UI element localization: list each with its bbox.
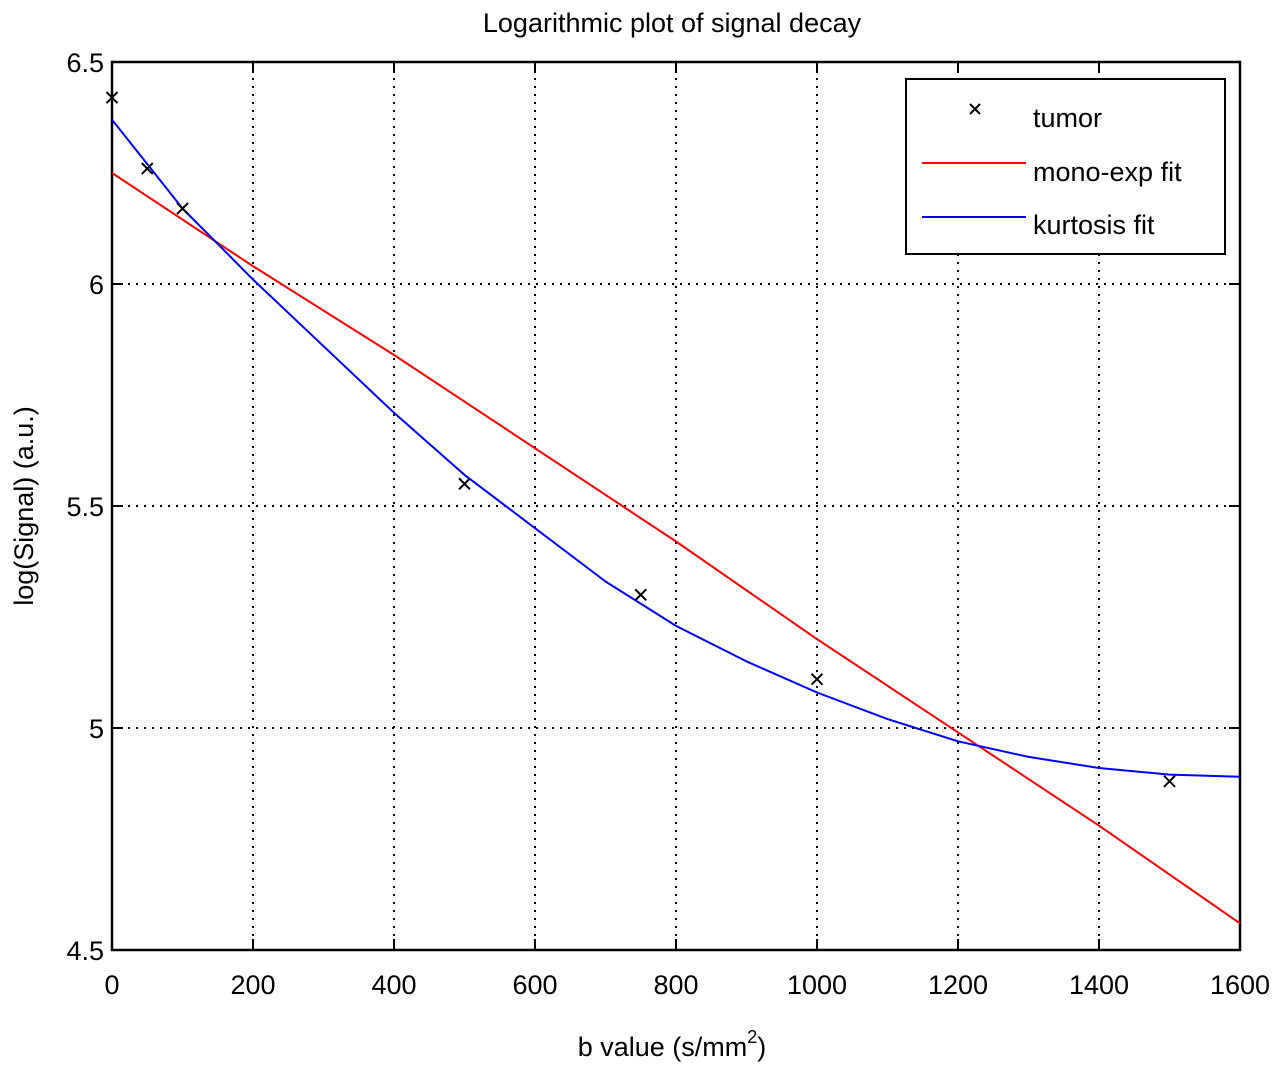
legend-label-tumor: tumor	[1033, 103, 1102, 133]
data-point-tumor	[176, 202, 189, 215]
data-point-tumor	[1163, 775, 1176, 788]
legend-label-mono-exp: mono-exp fit	[1033, 157, 1182, 187]
y-tick-label: 5.5	[66, 492, 104, 522]
legend-box	[905, 78, 1226, 255]
y-tick-label: 4.5	[66, 936, 104, 966]
data-point-tumor	[810, 672, 824, 686]
x-tick-label: 200	[230, 970, 275, 1000]
legend-tumor-marker-icon	[969, 103, 981, 115]
data-point-stroke	[141, 162, 154, 175]
x-tick-label: 600	[512, 970, 557, 1000]
data-point-tumor	[141, 162, 154, 175]
x-tick-label: 1400	[1069, 970, 1129, 1000]
data-point-stroke	[105, 91, 119, 104]
data-point-stroke	[176, 202, 189, 215]
series-line-kurtosis-fit	[111, 119, 1241, 778]
y-tick-label: 6.5	[66, 48, 104, 78]
chart-title: Logarithmic plot of signal decay	[483, 8, 862, 38]
series-layer	[105, 91, 1241, 925]
data-point-tumor	[634, 588, 647, 602]
data-point-stroke	[1163, 775, 1176, 788]
data-point-tumor	[458, 477, 471, 491]
x-axis-label-superscript: 2	[747, 1027, 757, 1047]
x-tick-label: 400	[371, 970, 416, 1000]
x-tick-label: 1000	[787, 970, 847, 1000]
x-axis-label-suffix: )	[757, 1032, 766, 1062]
x-axis-label-main: b value (s/mm	[578, 1032, 748, 1062]
data-point-stroke	[810, 672, 824, 686]
axis-ticks: 0 200 400 600 800 1000 1200 1400 1600 4.5 5 5.5 6 6.5	[66, 48, 1270, 1000]
x-axis-label: b value (s/mm2)	[578, 1027, 767, 1062]
series-line-mono-exp-fit	[111, 172, 1241, 925]
x-tick-label: 0	[104, 970, 119, 1000]
y-axis-label: log(Signal) (a.u.)	[9, 406, 39, 606]
x-tick-label: 1200	[928, 970, 988, 1000]
data-point-stroke	[634, 588, 647, 602]
legend: tumor mono-exp fit kurtosis fit	[905, 78, 1226, 255]
legend-label-kurtosis: kurtosis fit	[1033, 210, 1155, 240]
x-tick-label: 1600	[1210, 970, 1270, 1000]
x-tick-label: 800	[653, 970, 698, 1000]
data-point-stroke	[458, 477, 471, 491]
y-tick-label: 5	[89, 714, 104, 744]
data-point-tumor	[105, 91, 119, 104]
y-tick-label: 6	[89, 270, 104, 300]
